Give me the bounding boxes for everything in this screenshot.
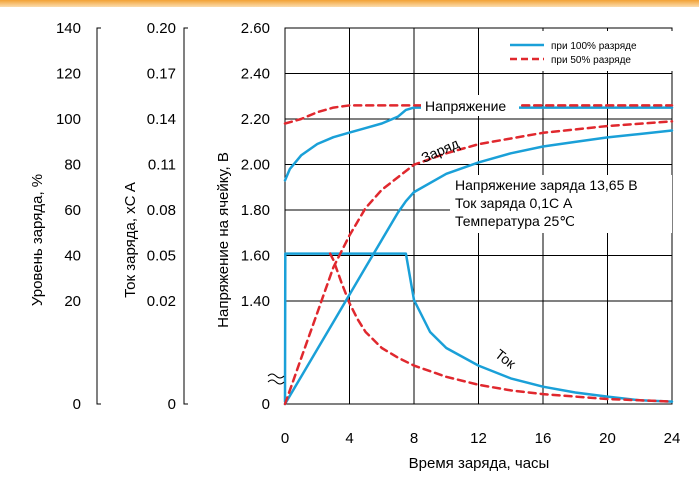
legend-label-50: при 50% разряде: [551, 55, 631, 66]
current-tick-label: 0.05: [147, 248, 176, 265]
current-tick-label: 0.17: [147, 66, 176, 83]
charge-tick-label: 0: [73, 396, 81, 413]
legend-label-100: при 100% разряде: [551, 41, 637, 52]
series-line-current-50: [328, 252, 674, 403]
voltage-tick-label: 0: [262, 396, 270, 413]
axis-break-mark: [267, 373, 285, 385]
x-tick-label: 8: [410, 430, 418, 447]
current-tick-label: 0: [168, 396, 176, 413]
series-line-voltage-100: [283, 106, 674, 182]
charge-tick-label: 100: [56, 111, 81, 128]
x-tick-label: 4: [345, 430, 353, 447]
condition-current: Ток заряда 0,1С А: [455, 195, 573, 211]
data-series: [283, 104, 674, 406]
series-line-charge-100: [283, 129, 674, 406]
condition-temperature: Температура 25℃: [455, 213, 575, 229]
charge-tick-label: 20: [64, 293, 81, 310]
charge-axis-title: Уровень заряда, %: [29, 174, 46, 306]
current-axis-title: Ток заряда, xC A: [122, 182, 139, 298]
top-orange-band: [0, 0, 699, 7]
voltage-axis-title: Напряжение на ячейку, В: [215, 152, 232, 328]
charge-tick-label: 140: [56, 20, 81, 37]
current-tick-label: 0.11: [148, 157, 176, 174]
legend: при 100% разряде при 50% разряде: [505, 31, 675, 71]
x-tick-label: 20: [599, 430, 616, 447]
charge-curve-label: Заряд: [419, 135, 462, 166]
chart-axes: [96, 27, 188, 405]
charge-tick-label: 40: [64, 248, 81, 265]
current-curve-label: Ток: [492, 346, 519, 372]
voltage-tick-label: 2.20: [241, 111, 270, 128]
series-line-voltage-50: [283, 104, 674, 125]
x-tick-label: 12: [470, 430, 487, 447]
conditions-bg: [450, 175, 672, 233]
charge-tick-label: 80: [64, 157, 81, 174]
tick-labels: 0 4 8 12 16 20 24 2.60 2.40 2.20 2.00 1.80 1.60 1.40 0…: [56, 20, 680, 447]
voltage-label-bg: [421, 95, 519, 116]
current-tick-label: 0.20: [147, 20, 176, 37]
voltage-tick-label: 1.80: [241, 202, 270, 219]
voltage-tick-label: 1.60: [241, 248, 270, 265]
voltage-tick-label: 2.40: [241, 66, 270, 83]
current-tick-label: 0.02: [147, 293, 176, 310]
current-axis-line: [183, 27, 188, 405]
current-tick-label: 0.08: [147, 202, 176, 219]
charge-tick-label: 120: [56, 66, 81, 83]
condition-voltage: Напряжение заряда 13,65 В: [455, 177, 638, 193]
charge-axis-line: [96, 27, 101, 405]
x-axis-title: Время заряда, часы: [409, 455, 550, 472]
x-tick-label: 16: [535, 430, 552, 447]
charge-tick-label: 60: [64, 202, 81, 219]
series-line-charge-50: [283, 120, 674, 406]
voltage-curve-label: Напряжение: [425, 98, 506, 114]
x-tick-label: 24: [664, 430, 681, 447]
voltage-tick-label: 2.60: [241, 20, 270, 37]
voltage-tick-label: 2.00: [241, 157, 270, 174]
voltage-tick-label: 1.40: [241, 293, 270, 310]
current-tick-label: 0.14: [147, 111, 176, 128]
series-line-current-100: [283, 252, 674, 403]
x-tick-label: 0: [281, 430, 289, 447]
